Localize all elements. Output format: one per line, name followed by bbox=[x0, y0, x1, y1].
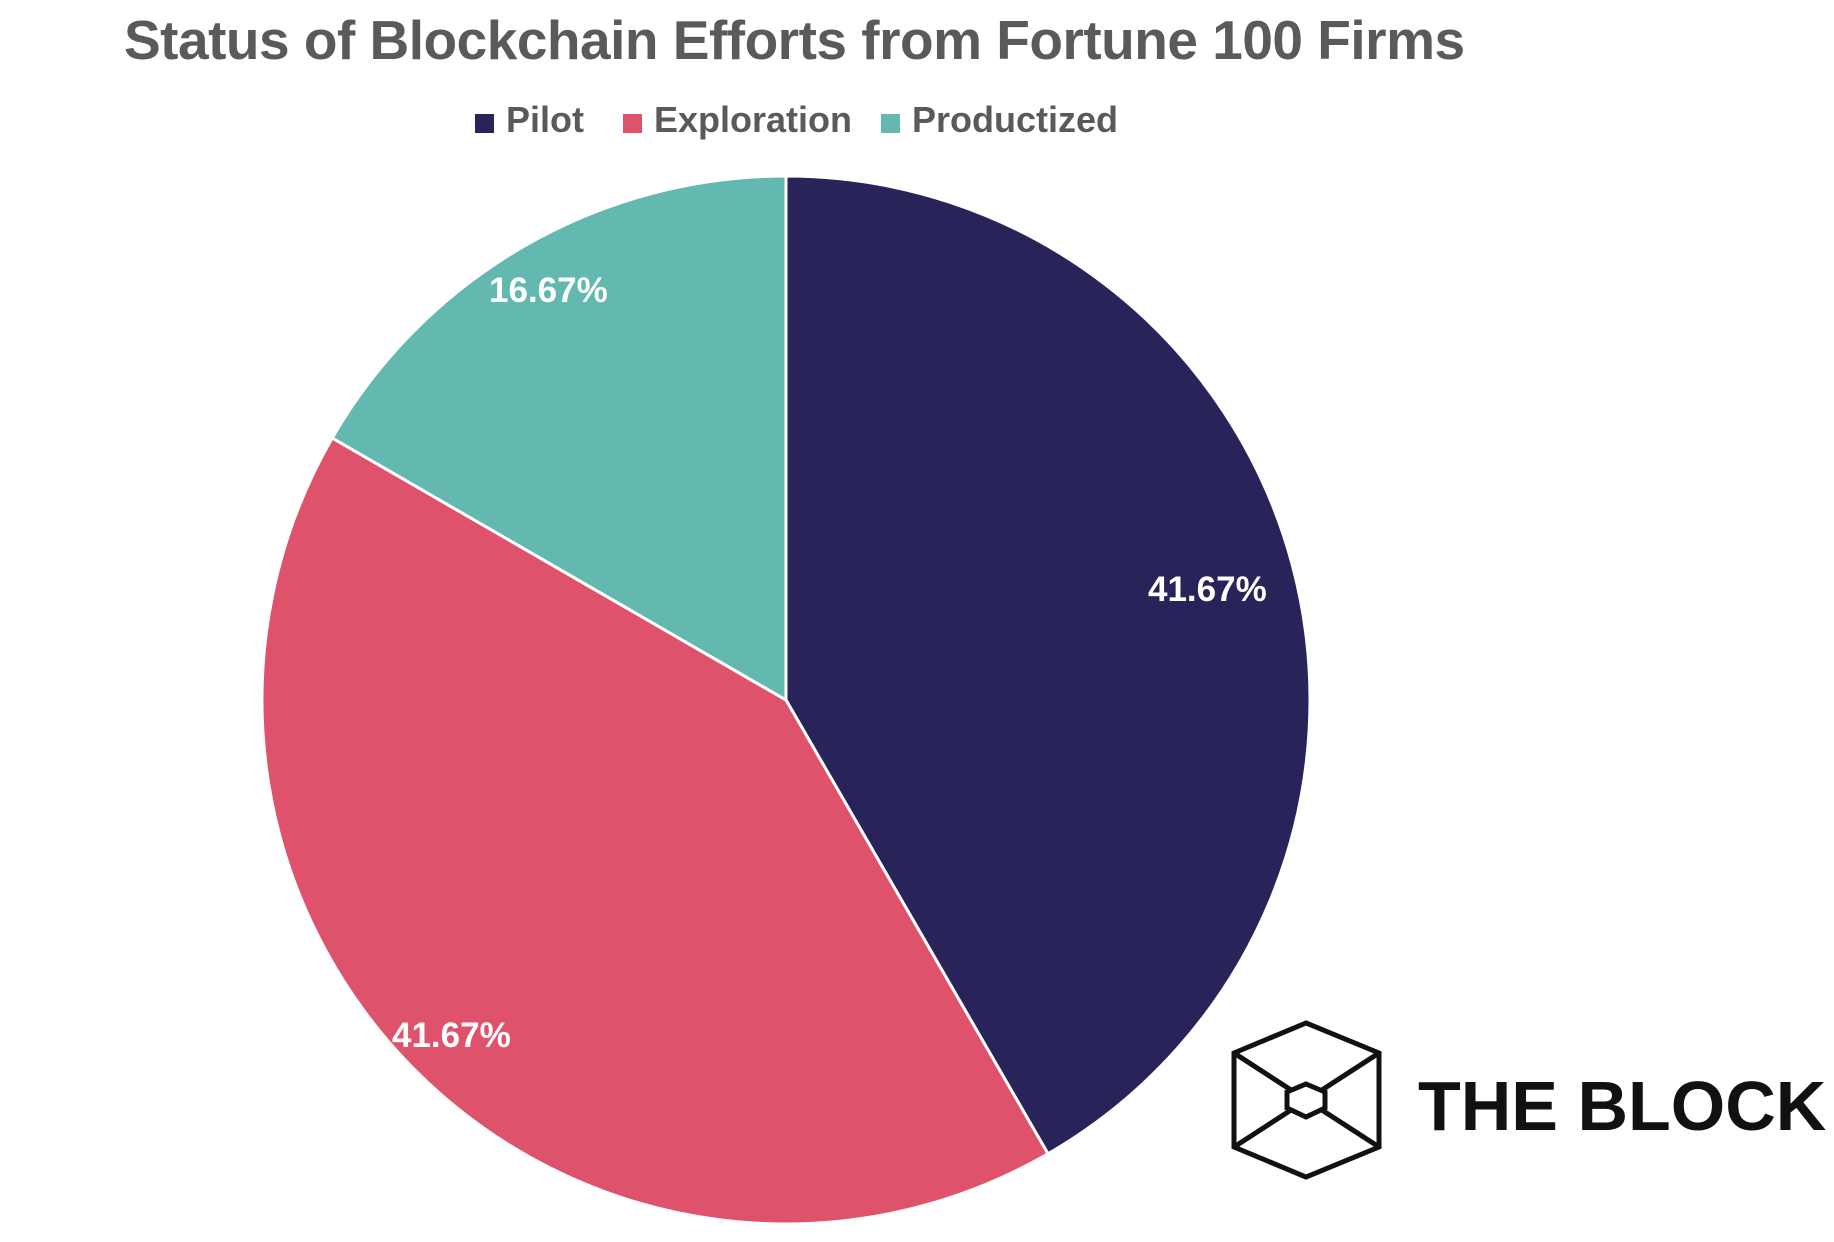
legend-swatch-pilot bbox=[475, 113, 494, 133]
cube-icon bbox=[1231, 1020, 1382, 1180]
legend-item-productized: Productized bbox=[881, 99, 1119, 140]
slice-label-pilot: 41.67% bbox=[1148, 570, 1267, 609]
slice-label-exploration: 41.67% bbox=[392, 1016, 511, 1055]
chart-title: Status of Blockchain Efforts from Fortun… bbox=[124, 9, 1465, 71]
legend-swatch-productized bbox=[881, 113, 900, 133]
legend-label-exploration: Exploration bbox=[654, 99, 853, 140]
legend-item-exploration: Exploration bbox=[623, 99, 853, 140]
slice-label-productized: 16.67% bbox=[489, 271, 608, 310]
legend-label-productized: Productized bbox=[912, 99, 1119, 140]
pie-slice-productized bbox=[330, 174, 788, 702]
legend-label-pilot: Pilot bbox=[506, 99, 584, 140]
pie-slice-exploration bbox=[260, 436, 1050, 1226]
legend-item-pilot: Pilot bbox=[475, 99, 584, 140]
brand-logo-text: THE BLOCK bbox=[1418, 1067, 1827, 1145]
pie-slice-pilot bbox=[784, 174, 1312, 1156]
chart-legend: Pilot Exploration Productized bbox=[0, 99, 1834, 140]
legend-swatch-exploration bbox=[623, 113, 642, 133]
